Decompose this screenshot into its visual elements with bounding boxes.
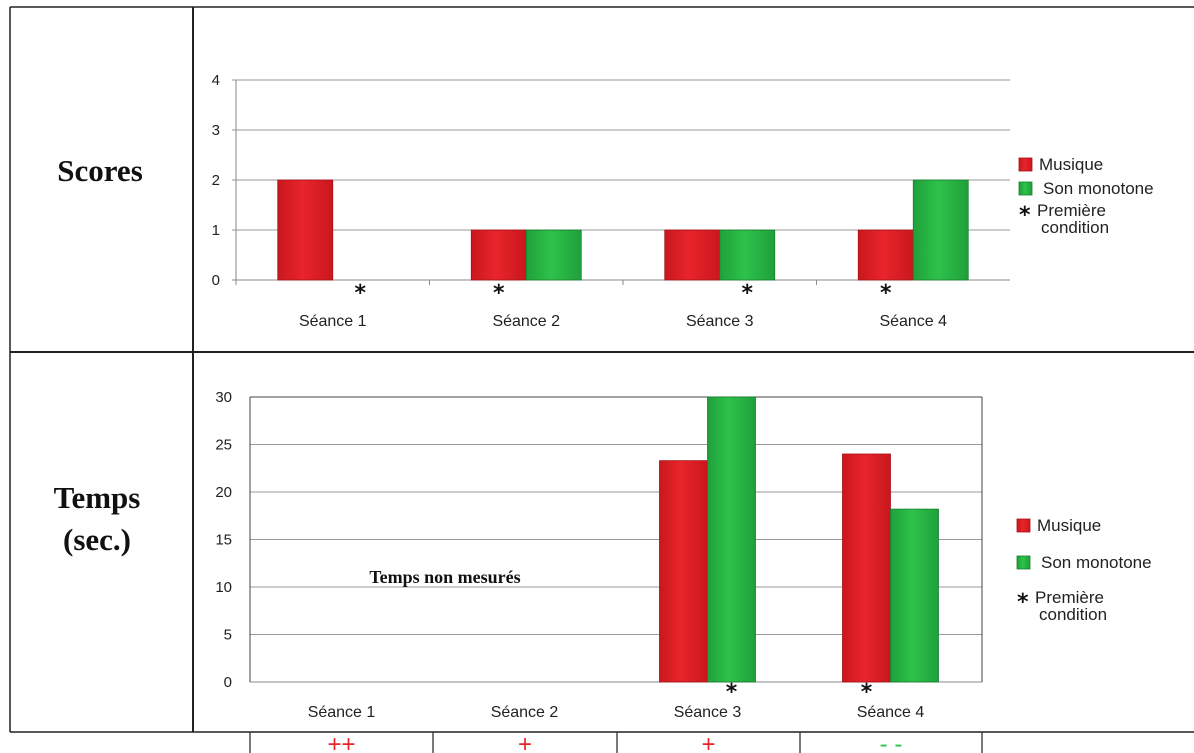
legend-label: Son monotone [1041, 553, 1152, 572]
y-tick-label: 15 [215, 532, 232, 549]
legend-note-line1: Première [1035, 588, 1104, 607]
x-tick-label: Séance 3 [686, 313, 754, 330]
bar-son-monotone [890, 508, 939, 683]
y-tick-label: 0 [224, 674, 232, 691]
rating-label: - - [880, 731, 903, 753]
y-tick-label: 3 [212, 122, 220, 139]
bar-musique [664, 229, 721, 281]
bar-son-monotone [525, 229, 582, 281]
legend-note-line1: Première [1037, 201, 1106, 220]
bar-son-monotone [719, 229, 776, 281]
legend-label: Musique [1037, 516, 1101, 535]
first-condition-marker: * [861, 680, 873, 705]
row-label-temps-unit: (sec.) [63, 522, 131, 557]
row-label-scores: Scores [57, 153, 143, 188]
y-tick-label: 1 [212, 222, 220, 239]
rating-label: ++ [327, 731, 355, 753]
legend-swatch-son-monotone [1016, 555, 1031, 570]
first-condition-marker: * [880, 281, 892, 306]
chart-annotation: Temps non mesurés [369, 567, 520, 587]
first-condition-marker: * [726, 680, 738, 705]
bar-musique [857, 229, 914, 281]
bar-musique [470, 229, 527, 281]
x-tick-label: Séance 2 [492, 313, 560, 330]
legend-star-icon: * [1017, 590, 1029, 615]
row-label-temps: Temps [54, 480, 141, 515]
rating-label: + [518, 731, 532, 753]
y-tick-label: 5 [224, 627, 232, 644]
legend-label: Musique [1039, 155, 1103, 174]
legend-label: Son monotone [1043, 179, 1154, 198]
x-tick-label: Séance 2 [491, 704, 559, 721]
bar-son-monotone [912, 179, 969, 281]
rating-label: + [701, 731, 715, 753]
x-tick-label: Séance 4 [857, 704, 925, 721]
x-tick-label: Séance 3 [674, 704, 742, 721]
legend-swatch-musique [1016, 518, 1031, 533]
y-tick-label: 4 [212, 72, 220, 89]
scores-chart: 0 1 2 3 4 Séance 1 * Séance 2 * Séance 3 * Séance 4… [212, 72, 1154, 330]
bar-musique [277, 179, 334, 281]
x-tick-label: Séance 1 [308, 704, 376, 721]
y-tick-label: 25 [215, 437, 232, 454]
bar-son-monotone [707, 396, 756, 683]
first-condition-marker: * [354, 281, 366, 306]
first-condition-marker: * [741, 281, 753, 306]
y-tick-label: 2 [212, 172, 220, 189]
legend-swatch-son-monotone [1018, 181, 1033, 196]
bar-musique [659, 460, 708, 683]
first-condition-marker: * [493, 281, 505, 306]
y-tick-label: 10 [215, 579, 232, 596]
y-tick-label: 0 [212, 272, 220, 289]
legend-swatch-musique [1018, 157, 1033, 172]
legend-note-line2: condition [1041, 218, 1109, 237]
table-frame [9, 6, 1194, 733]
x-tick-label: Séance 1 [299, 313, 367, 330]
legend-note-line2: condition [1039, 605, 1107, 624]
ratings-row: ++ + + - - [249, 731, 983, 753]
y-tick-label: 30 [215, 389, 232, 406]
legend-star-icon: * [1019, 203, 1031, 228]
y-tick-label: 20 [215, 484, 232, 501]
x-tick-label: Séance 4 [879, 313, 947, 330]
bar-musique [842, 453, 891, 683]
